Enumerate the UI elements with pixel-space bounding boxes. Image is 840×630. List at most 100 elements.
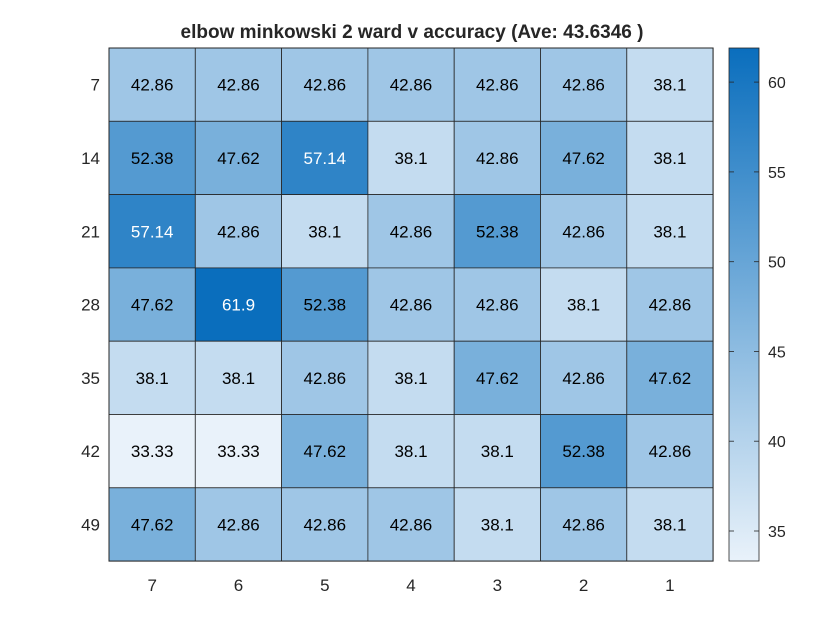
y-axis-ticks: 7 14 21 28 35 42 49 [81, 76, 100, 535]
cell-value-label: 42.86 [390, 296, 433, 315]
heatmap-cell [108, 340, 196, 415]
heatmap-cell [540, 267, 628, 342]
colorbar-tick-label: 50 [768, 255, 786, 272]
heatmap-cell [626, 120, 714, 196]
cell-value-label: 38.1 [481, 442, 514, 461]
cell-value-label: 42.86 [304, 76, 347, 95]
cell-value-label: 42.86 [390, 76, 433, 95]
x-axis-ticks: 7 6 5 4 3 2 1 [147, 576, 674, 595]
x-tick-label: 2 [579, 576, 588, 595]
heatmap-cell [194, 267, 283, 342]
cell-value-label: 42.86 [562, 369, 605, 388]
colorbar: 35 40 45 50 55 60 [728, 47, 786, 562]
heatmap-cell [281, 414, 369, 489]
heatmap-cell [540, 487, 628, 562]
y-tick-label: 35 [81, 369, 100, 388]
cell-value-label: 33.33 [217, 442, 260, 461]
heatmap-cell [626, 414, 714, 489]
heatmap-cell [626, 340, 714, 415]
cell-value-label: 52.38 [304, 296, 347, 315]
y-tick-label: 28 [81, 296, 100, 315]
cell-value-label: 38.1 [222, 369, 255, 388]
cell-value-label: 42.86 [390, 515, 433, 534]
y-tick-label: 7 [91, 76, 100, 95]
cell-value-label: 38.1 [308, 222, 341, 241]
heatmap-cell [453, 487, 541, 562]
colorbar-tick-label: 55 [768, 165, 786, 182]
cell-value-label: 47.62 [304, 442, 347, 461]
heatmap-cell [281, 487, 369, 562]
heatmap-cell [367, 47, 455, 122]
cell-value-label: 61.9 [222, 296, 255, 315]
heatmap-cell [194, 194, 283, 269]
x-tick-label: 5 [320, 576, 329, 595]
heatmap-cell [108, 267, 196, 342]
cell-value-label: 42.86 [476, 149, 519, 168]
chart-title: elbow minkowski 2 ward v accuracy (Ave: … [181, 22, 644, 43]
cell-value-label: 47.62 [649, 369, 692, 388]
cell-value-label: 42.86 [562, 76, 605, 95]
cell-value-label: 38.1 [481, 515, 514, 534]
colorbar-gradient [728, 47, 760, 562]
heatmap-cell [540, 194, 628, 269]
cell-value-label: 42.86 [217, 222, 260, 241]
cell-value-label: 52.38 [562, 442, 605, 461]
heatmap-cells: 42.86 42.86 42.86 42.86 42.86 42.86 38.1 52.38 4… [108, 47, 714, 562]
cell-value-label: 57.14 [131, 222, 174, 241]
cell-value-label: 42.86 [649, 296, 692, 315]
x-tick-label: 7 [147, 576, 156, 595]
heatmap-cell [108, 47, 196, 122]
heatmap-cell [453, 120, 541, 196]
colorbar-tick-label: 35 [768, 524, 786, 541]
heatmap-cell [540, 47, 628, 122]
cell-value-label: 42.86 [562, 515, 605, 534]
cell-value-label: 38.1 [394, 442, 427, 461]
heatmap-cell [626, 194, 714, 269]
heatmap-cell [367, 414, 455, 489]
cell-value-label: 42.86 [562, 222, 605, 241]
y-tick-label: 42 [81, 442, 100, 461]
cell-value-label: 42.86 [304, 515, 347, 534]
heatmap-cell [626, 487, 714, 562]
cell-value-label: 38.1 [136, 369, 169, 388]
colorbar-tick-label: 40 [768, 434, 786, 451]
cell-value-label: 38.1 [567, 296, 600, 315]
heatmap-cell [108, 194, 196, 269]
heatmap-cell [626, 267, 714, 342]
cell-value-label: 42.86 [390, 222, 433, 241]
cell-value-label: 42.86 [476, 76, 519, 95]
plot-border [108, 47, 714, 562]
cell-value-label: 42.86 [131, 76, 174, 95]
heatmap-cell [281, 194, 369, 269]
cell-value-label: 38.1 [394, 149, 427, 168]
heatmap-cell [453, 47, 541, 122]
heatmap-cell [108, 414, 196, 489]
x-tick-label: 3 [493, 576, 502, 595]
cell-value-label: 42.86 [217, 76, 260, 95]
cell-value-label: 42.86 [304, 369, 347, 388]
heatmap-cell [367, 487, 455, 562]
y-tick-label: 49 [81, 515, 100, 534]
colorbar-tick-label: 60 [768, 75, 786, 92]
cell-value-label: 47.62 [476, 369, 519, 388]
cell-value-label: 57.14 [304, 149, 347, 168]
cell-value-label: 33.33 [131, 442, 174, 461]
heatmap-cell [367, 194, 455, 269]
cell-value-label: 42.86 [476, 296, 519, 315]
x-tick-label: 6 [234, 576, 243, 595]
y-tick-label: 14 [81, 149, 100, 168]
cell-value-label: 52.38 [476, 222, 519, 241]
cell-value-label: 47.62 [562, 149, 605, 168]
cell-value-label: 38.1 [653, 515, 686, 534]
heatmap-cell [367, 267, 455, 342]
heatmap-cell [540, 120, 628, 196]
y-tick-label: 21 [81, 222, 100, 241]
heatmap-cell [194, 414, 283, 489]
cell-value-label: 47.62 [217, 149, 260, 168]
colorbar-tick-label: 45 [768, 345, 786, 362]
cell-value-label: 47.62 [131, 296, 174, 315]
cell-value-label: 38.1 [394, 369, 427, 388]
cell-value-label: 38.1 [653, 76, 686, 95]
x-tick-label: 4 [406, 576, 415, 595]
